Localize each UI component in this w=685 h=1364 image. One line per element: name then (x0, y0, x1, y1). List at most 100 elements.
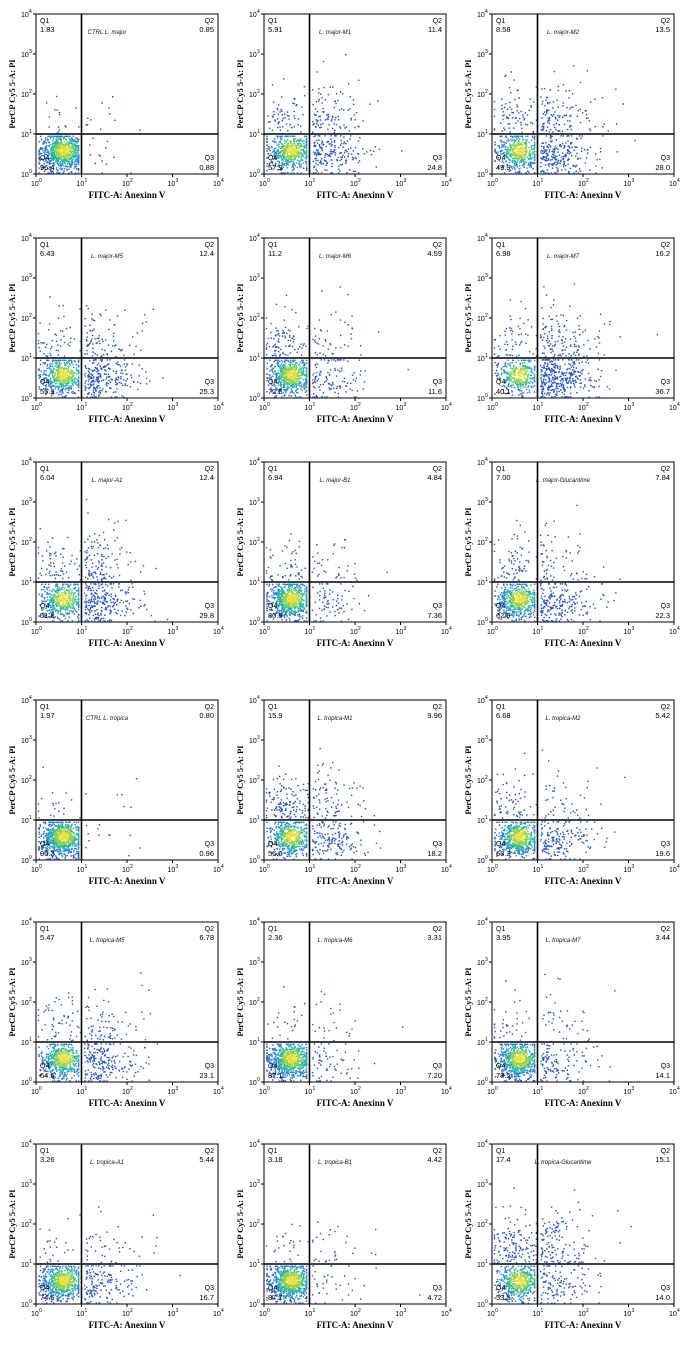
event-dot (362, 148, 364, 150)
event-dot (94, 388, 96, 390)
event-dot (45, 139, 47, 141)
event-dot (290, 160, 292, 162)
event-dot (280, 378, 282, 380)
event-dot (584, 385, 586, 388)
event-dot (59, 376, 61, 378)
event-dot (74, 382, 76, 384)
event-dot (64, 125, 66, 127)
event-dot (315, 159, 317, 162)
event-dot (545, 152, 547, 155)
event-dot (290, 367, 292, 369)
event-dot (519, 317, 521, 320)
event-dot (529, 163, 532, 165)
event-dot (512, 150, 514, 152)
event-dot (316, 149, 319, 151)
event-dot (304, 378, 307, 381)
event-dot (377, 331, 380, 333)
event-dot (345, 159, 347, 161)
event-dot (302, 361, 304, 364)
event-dot (287, 339, 289, 342)
event-dot (573, 345, 576, 348)
event-dot (301, 141, 304, 143)
event-dot (274, 365, 277, 368)
event-dot (271, 129, 274, 131)
event-dot (75, 381, 78, 383)
event-dot (533, 157, 536, 159)
event-dot (333, 149, 335, 151)
event-dot (303, 140, 305, 142)
event-dot (291, 367, 293, 370)
event-dot (515, 152, 517, 154)
event-dot (99, 376, 102, 378)
event-dot (289, 352, 291, 354)
event-dot (305, 158, 308, 160)
event-dot (271, 389, 273, 391)
event-dot (38, 157, 40, 160)
event-dot (305, 390, 308, 392)
event-dot (351, 156, 354, 159)
event-dot (64, 388, 66, 391)
event-dot (516, 148, 518, 150)
event-dot (276, 377, 278, 379)
event-dot (276, 374, 278, 377)
event-dot (347, 345, 350, 347)
event-dot (60, 377, 63, 379)
event-dot (74, 166, 77, 168)
event-dot (66, 362, 68, 364)
event-dot (298, 381, 301, 383)
event-dot (88, 372, 90, 374)
event-dot (540, 157, 542, 159)
event-dot (285, 162, 287, 164)
event-dot (74, 157, 76, 159)
event-dot (290, 374, 292, 376)
event-dot (303, 388, 306, 390)
event-dot (316, 363, 319, 365)
event-dot (567, 150, 570, 152)
event-dot (339, 126, 341, 128)
event-dot (347, 324, 349, 326)
event-dot (563, 123, 566, 126)
x-axis-label: FITC-A: Anexinn V (317, 414, 394, 424)
event-dot (545, 99, 547, 101)
event-dot (542, 390, 544, 393)
event-dot (512, 365, 515, 368)
event-dot (340, 334, 342, 337)
event-dot (53, 157, 56, 159)
event-dot (265, 327, 268, 330)
event-dot (272, 371, 274, 373)
event-dot (305, 143, 308, 146)
event-dot (274, 157, 277, 159)
event-dot (282, 365, 284, 367)
event-dot (320, 153, 322, 155)
event-dot (291, 385, 293, 387)
event-dot (38, 167, 40, 169)
event-dot (56, 379, 58, 381)
event-dot (305, 139, 308, 141)
event-dot (289, 145, 292, 147)
event-dot (333, 140, 336, 142)
event-dot (42, 374, 44, 376)
event-dot (519, 148, 521, 151)
event-dot (73, 392, 76, 394)
event-dot (528, 141, 530, 144)
event-dot (47, 138, 49, 140)
event-dot (518, 394, 520, 396)
event-dot (522, 150, 524, 153)
event-dot (292, 341, 295, 343)
event-dot (546, 112, 548, 115)
event-dot (62, 392, 64, 394)
event-dot (533, 144, 536, 146)
event-dot (316, 123, 318, 125)
event-dot (548, 117, 550, 120)
event-dot (299, 368, 301, 370)
event-dot (45, 160, 47, 162)
event-dot (273, 155, 276, 158)
event-dot (294, 135, 296, 137)
event-dot (328, 387, 330, 389)
event-dot (43, 141, 45, 143)
y-tick-exponent: 1 (29, 129, 32, 135)
event-dot (41, 168, 43, 170)
event-dot (515, 165, 517, 167)
event-dot (271, 368, 274, 370)
event-dot (515, 116, 517, 119)
